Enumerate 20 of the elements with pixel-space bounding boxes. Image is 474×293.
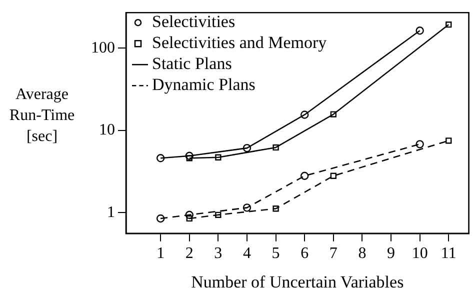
x-tick-label: 2 [185, 245, 194, 262]
x-tick-label: 8 [358, 245, 366, 262]
x-tick-label: 5 [272, 245, 280, 262]
x-tick-label: 3 [214, 245, 222, 262]
x-tick-label: 4 [242, 245, 251, 262]
y-tick-label: 1 [107, 204, 115, 221]
x-tick-label: 1 [156, 245, 165, 262]
legend-label: Selectivities [152, 12, 236, 32]
y-tick-label: 100 [91, 39, 115, 56]
x-tick-label: 6 [300, 245, 309, 262]
x-tick-label: 9 [387, 245, 396, 262]
y-tick-label: 10 [99, 122, 115, 139]
x-tick-label: 7 [329, 245, 338, 262]
legend-label: Selectivities and Memory [152, 33, 328, 52]
x-tick-label: 11 [440, 245, 456, 262]
x-axis-title: Number of Uncertain Variables [191, 272, 404, 292]
legend-label: Dynamic Plans [152, 75, 256, 94]
legend-label: Static Plans [152, 54, 232, 74]
y-axis-title: Average Run-Time [sec] [9, 86, 75, 146]
x-tick-label: 10 [412, 245, 428, 262]
